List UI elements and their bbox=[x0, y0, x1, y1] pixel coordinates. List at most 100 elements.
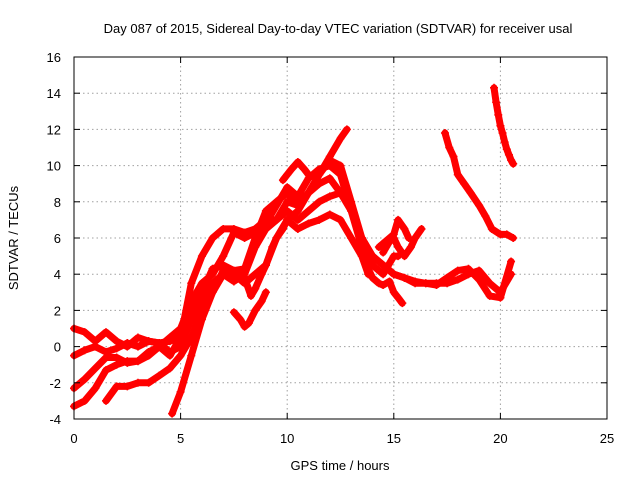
data-point-arc-10 bbox=[379, 248, 388, 257]
data-point-arc-13 bbox=[496, 121, 505, 130]
data-point-arc-2 bbox=[91, 342, 100, 351]
data-point-arc-11 bbox=[385, 277, 394, 286]
data-point-arc-4 bbox=[272, 215, 281, 224]
data-point-arc-10 bbox=[406, 243, 415, 252]
data-point-arc-10 bbox=[394, 243, 403, 252]
data-point-arc-10 bbox=[389, 234, 398, 242]
data-point-arc-4 bbox=[80, 396, 89, 405]
data-point-arc-5 bbox=[389, 270, 398, 279]
y-tick-label: 4 bbox=[54, 267, 61, 282]
data-point-arc-6 bbox=[293, 224, 302, 233]
x-tick-label: 20 bbox=[493, 431, 507, 446]
x-tick-label: 5 bbox=[177, 431, 184, 446]
data-point-arc-12 bbox=[475, 201, 484, 210]
grid-lines bbox=[74, 57, 607, 419]
data-series bbox=[70, 83, 518, 418]
data-point-arc-4 bbox=[133, 357, 142, 366]
y-tick-label: 16 bbox=[47, 50, 61, 65]
data-point-arc-12 bbox=[481, 212, 490, 221]
data-point-arc-13 bbox=[498, 129, 507, 138]
x-tick-label: 25 bbox=[600, 431, 614, 446]
data-point-arc-11 bbox=[398, 299, 407, 308]
data-point-arc-7 bbox=[236, 315, 245, 324]
data-point-arc-5 bbox=[144, 378, 153, 387]
data-point-arc-8 bbox=[293, 157, 302, 166]
data-point-arc-4 bbox=[485, 279, 494, 288]
data-point-arc-6 bbox=[347, 234, 356, 242]
data-point-arc-1 bbox=[342, 125, 351, 134]
data-point-arc-9 bbox=[374, 243, 383, 252]
data-point-arc-5 bbox=[325, 156, 334, 165]
data-point-arc-12 bbox=[445, 143, 454, 152]
data-point-arc-4 bbox=[112, 360, 121, 369]
data-point-arc-6 bbox=[176, 387, 185, 396]
data-point-arc-4 bbox=[176, 333, 185, 342]
data-point-arc-1 bbox=[112, 337, 121, 346]
data-point-arc-5 bbox=[347, 197, 356, 206]
x-tick-label: 0 bbox=[70, 431, 77, 446]
data-point-arc-5 bbox=[155, 371, 164, 380]
data-point-arc-5 bbox=[507, 257, 516, 266]
data-point-arc-5 bbox=[123, 382, 132, 391]
data-point-arc-10 bbox=[385, 237, 394, 246]
data-point-arc-2 bbox=[251, 243, 260, 252]
data-point-arc-8 bbox=[287, 165, 296, 174]
data-point-arc-2 bbox=[304, 206, 313, 215]
data-point-arc-8 bbox=[283, 170, 292, 179]
data-point-arc-12 bbox=[449, 152, 458, 161]
data-point-arc-6 bbox=[325, 210, 334, 219]
data-point-arc-6 bbox=[219, 270, 228, 279]
data-point-arc-5 bbox=[475, 275, 484, 284]
data-point-arc-3 bbox=[293, 192, 302, 201]
data-point-arc-12 bbox=[453, 170, 462, 179]
data-point-arc-1 bbox=[101, 328, 110, 337]
data-point-arc-4 bbox=[336, 188, 345, 197]
data-point-arc-13 bbox=[492, 98, 501, 107]
data-point-arc-4 bbox=[91, 384, 100, 393]
data-point-arc-6 bbox=[283, 215, 292, 224]
data-point-arc-7 bbox=[251, 306, 260, 315]
data-point-arc-4 bbox=[475, 266, 484, 275]
data-point-arc-4 bbox=[219, 224, 228, 233]
data-point-arc-10 bbox=[417, 224, 426, 233]
data-point-arc-1 bbox=[336, 134, 345, 143]
data-point-arc-8 bbox=[278, 176, 287, 185]
data-point-arc-6 bbox=[251, 284, 260, 293]
data-point-arc-11 bbox=[379, 281, 388, 290]
data-point-arc-5 bbox=[101, 396, 110, 405]
data-point-arc-12 bbox=[460, 179, 469, 188]
data-point-arc-1 bbox=[261, 206, 270, 215]
data-point-arc-5 bbox=[400, 273, 409, 282]
data-point-arc-3 bbox=[197, 279, 206, 288]
data-point-arc-4 bbox=[229, 224, 238, 233]
data-point-arc-11 bbox=[394, 293, 403, 302]
data-point-arc-13 bbox=[500, 138, 509, 147]
data-point-arc-2 bbox=[80, 346, 89, 355]
data-point-arc-3 bbox=[368, 261, 377, 270]
data-point-arc-3 bbox=[91, 364, 100, 373]
data-point-arc-1 bbox=[80, 328, 89, 337]
data-point-arc-5 bbox=[336, 161, 345, 170]
data-point-arc-6 bbox=[278, 224, 287, 233]
data-point-arc-6 bbox=[187, 351, 196, 360]
y-tick-label: 8 bbox=[54, 195, 61, 210]
data-point-arc-5 bbox=[453, 266, 462, 275]
data-point-arc-5 bbox=[421, 279, 430, 288]
data-point-arc-5 bbox=[485, 291, 494, 300]
data-point-arc-4 bbox=[240, 228, 249, 237]
y-tick-label: 14 bbox=[47, 86, 61, 101]
data-point-arc-13 bbox=[504, 150, 513, 159]
data-point-arc-5 bbox=[165, 364, 174, 373]
data-point-arc-13 bbox=[490, 83, 499, 92]
data-point-arc-5 bbox=[133, 378, 142, 387]
data-point-arc-7 bbox=[261, 288, 270, 297]
data-point-arc-3 bbox=[283, 183, 292, 192]
data-point-arc-3 bbox=[165, 333, 174, 342]
chart-title: Day 087 of 2015, Sidereal Day-to-day VTE… bbox=[104, 21, 573, 36]
data-point-arc-6 bbox=[257, 270, 266, 279]
data-point-arc-7 bbox=[240, 322, 249, 331]
data-point-arc-11 bbox=[389, 288, 398, 297]
data-point-arc-5 bbox=[176, 351, 185, 360]
data-point-arc-13 bbox=[509, 159, 518, 168]
